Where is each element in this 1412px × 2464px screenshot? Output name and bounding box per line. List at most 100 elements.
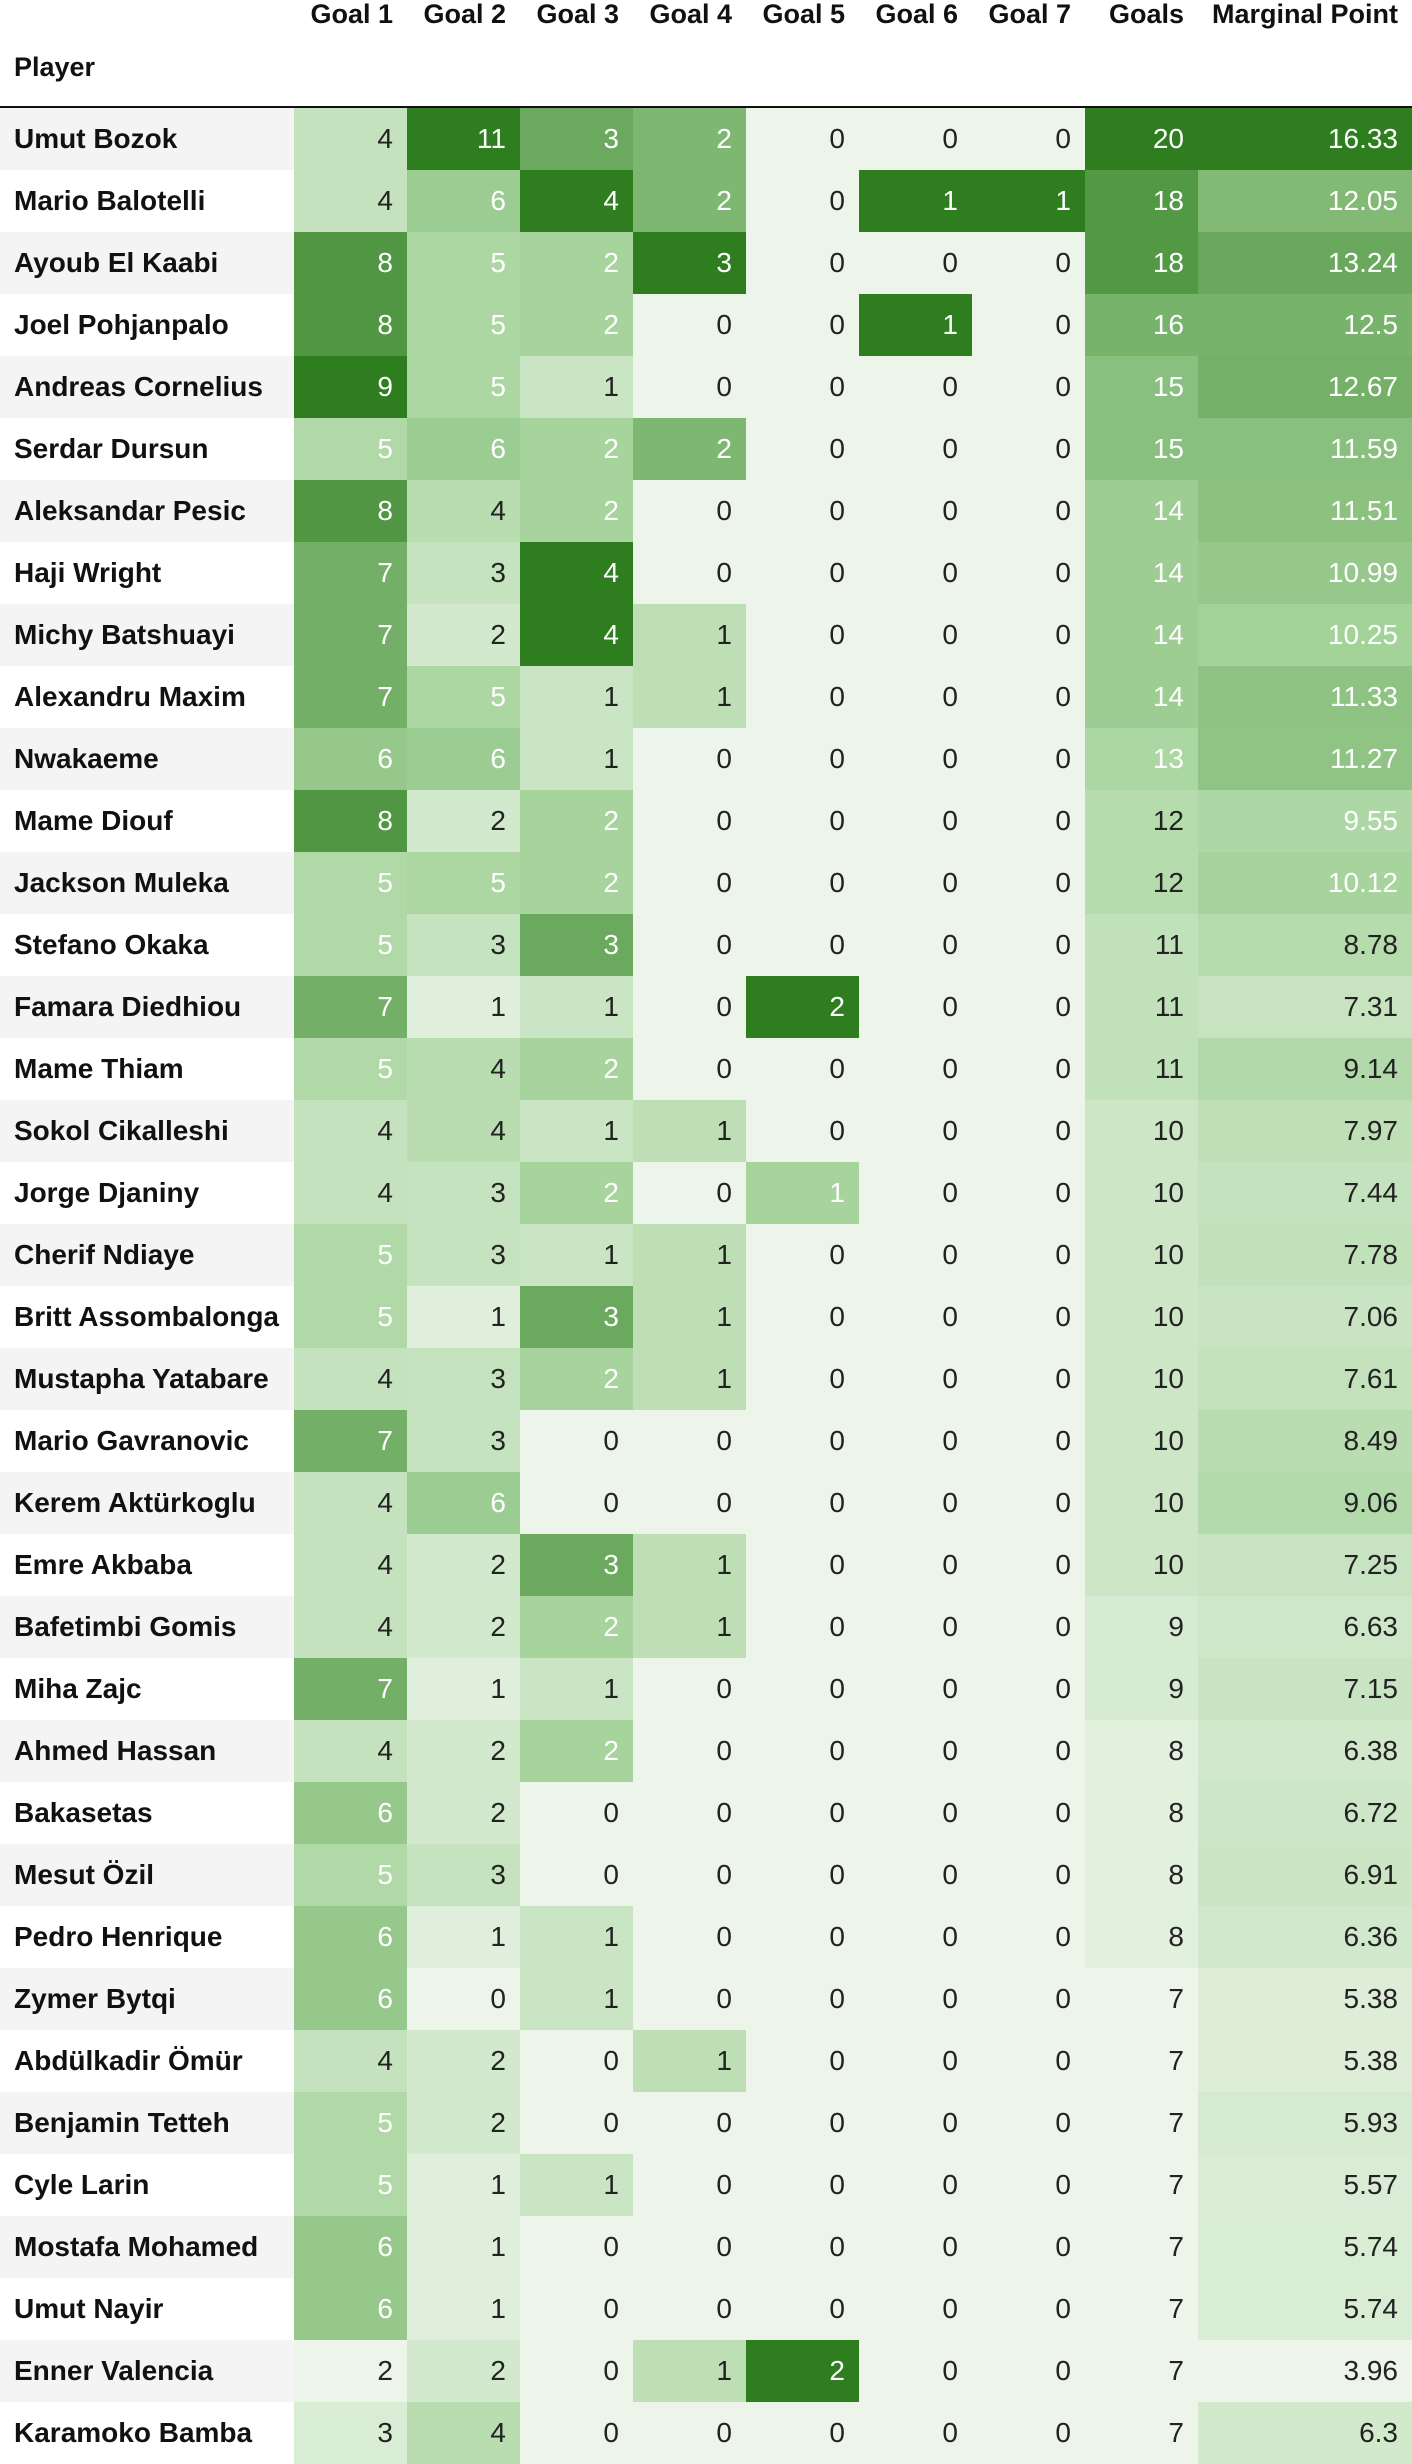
column-header-goal-7: Goal 7 xyxy=(988,0,1071,29)
heat-cell-goal-1: 5 xyxy=(294,418,407,480)
heat-cell-goal-4: 1 xyxy=(633,666,746,728)
heat-cell-goal-5: 0 xyxy=(746,2092,859,2154)
heat-cell-goal-2: 1 xyxy=(407,1906,520,1968)
heat-cell-goal-2: 3 xyxy=(407,914,520,976)
player-name: Zymer Bytqi xyxy=(0,1968,294,2030)
heat-cell-goal-6: 0 xyxy=(859,1844,972,1906)
heat-cell-goal-1: 8 xyxy=(294,480,407,542)
heat-cell-marginal-point: 5.74 xyxy=(1198,2278,1412,2340)
heat-cell-goal-5: 0 xyxy=(746,1286,859,1348)
table-row: Michy Batshuayi 7 2 4 1 0 0 0 14 10.25 xyxy=(0,604,1412,666)
heat-cell-marginal-point: 7.61 xyxy=(1198,1348,1412,1410)
heat-cell-goal-6: 0 xyxy=(859,1038,972,1100)
heat-cell-goal-2: 5 xyxy=(407,232,520,294)
heat-cell-goal-6: 0 xyxy=(859,790,972,852)
heat-cell-goal-3: 4 xyxy=(520,604,633,666)
table-row: Sokol Cikalleshi 4 4 1 1 0 0 0 10 7.97 xyxy=(0,1100,1412,1162)
table-row: Aleksandar Pesic 8 4 2 0 0 0 0 14 11.51 xyxy=(0,480,1412,542)
heat-cell-goal-7: 0 xyxy=(972,666,1085,728)
heat-cell-goal-7: 0 xyxy=(972,1968,1085,2030)
heat-cell-goal-7: 0 xyxy=(972,852,1085,914)
heat-cell-goals: 10 xyxy=(1085,1224,1198,1286)
heat-cell-goal-7: 0 xyxy=(972,2154,1085,2216)
heat-cell-goal-1: 7 xyxy=(294,542,407,604)
heat-cell-goal-5: 0 xyxy=(746,1534,859,1596)
index-header-spacer xyxy=(1198,28,1412,108)
table-row: Zymer Bytqi 6 0 1 0 0 0 0 7 5.38 xyxy=(0,1968,1412,2030)
heat-cell-goal-2: 5 xyxy=(407,294,520,356)
table-body: Umut Bozok 4 11 3 2 0 0 0 20 16.33 Mario Balotelli… xyxy=(0,107,1412,2464)
table-row: Nwakaeme 6 6 1 0 0 0 0 13 11.27 xyxy=(0,728,1412,790)
heat-cell-goals: 11 xyxy=(1085,1038,1198,1100)
heat-cell-goal-3: 2 xyxy=(520,1348,633,1410)
heat-cell-marginal-point: 6.38 xyxy=(1198,1720,1412,1782)
player-name: Alexandru Maxim xyxy=(0,666,294,728)
heat-cell-goal-6: 0 xyxy=(859,1720,972,1782)
heat-cell-goal-5: 0 xyxy=(746,542,859,604)
heat-cell-goal-4: 0 xyxy=(633,294,746,356)
heat-cell-goal-1: 7 xyxy=(294,604,407,666)
table-row: Umut Bozok 4 11 3 2 0 0 0 20 16.33 xyxy=(0,107,1412,170)
heat-cell-goal-1: 5 xyxy=(294,1038,407,1100)
heat-cell-goals: 11 xyxy=(1085,914,1198,976)
table-row: Britt Assombalonga 5 1 3 1 0 0 0 10 7.06 xyxy=(0,1286,1412,1348)
heat-cell-goal-7: 0 xyxy=(972,1038,1085,1100)
index-header-spacer xyxy=(407,28,520,108)
heat-cell-goal-4: 1 xyxy=(633,1534,746,1596)
heat-cell-goal-7: 0 xyxy=(972,1348,1085,1410)
heat-cell-goal-6: 0 xyxy=(859,852,972,914)
player-name: Bakasetas xyxy=(0,1782,294,1844)
heat-cell-goal-7: 0 xyxy=(972,2216,1085,2278)
table-row: Kerem Aktürkoglu 4 6 0 0 0 0 0 10 9.06 xyxy=(0,1472,1412,1534)
heat-cell-goal-5: 0 xyxy=(746,418,859,480)
heat-cell-marginal-point: 11.33 xyxy=(1198,666,1412,728)
player-name: Mustapha Yatabare xyxy=(0,1348,294,1410)
heat-cell-goal-5: 0 xyxy=(746,914,859,976)
heat-cell-goal-1: 5 xyxy=(294,2154,407,2216)
table-row: Pedro Henrique 6 1 1 0 0 0 0 8 6.36 xyxy=(0,1906,1412,1968)
table-row: Miha Zajc 7 1 1 0 0 0 0 9 7.15 xyxy=(0,1658,1412,1720)
heat-cell-goal-6: 0 xyxy=(859,1596,972,1658)
heat-cell-goal-7: 0 xyxy=(972,542,1085,604)
heat-cell-goal-3: 2 xyxy=(520,1162,633,1224)
heat-cell-goal-3: 0 xyxy=(520,2092,633,2154)
player-name: Cherif Ndiaye xyxy=(0,1224,294,1286)
heat-cell-goal-2: 3 xyxy=(407,1224,520,1286)
heat-cell-goal-2: 2 xyxy=(407,604,520,666)
heat-cell-goals: 9 xyxy=(1085,1596,1198,1658)
index-header-spacer xyxy=(633,28,746,108)
heat-cell-goal-4: 0 xyxy=(633,1472,746,1534)
index-header-spacer xyxy=(746,28,859,108)
heat-cell-marginal-point: 6.3 xyxy=(1198,2402,1412,2464)
heat-cell-goal-4: 0 xyxy=(633,1844,746,1906)
heat-cell-goal-3: 2 xyxy=(520,232,633,294)
heat-cell-goal-3: 3 xyxy=(520,1286,633,1348)
heat-cell-goal-4: 0 xyxy=(633,2092,746,2154)
heat-cell-goal-5: 0 xyxy=(746,1906,859,1968)
player-name: Aleksandar Pesic xyxy=(0,480,294,542)
heat-cell-goal-5: 0 xyxy=(746,1596,859,1658)
heat-cell-goal-4: 0 xyxy=(633,2216,746,2278)
player-name: Abdülkadir Ömür xyxy=(0,2030,294,2092)
heat-cell-goal-5: 1 xyxy=(746,1162,859,1224)
heat-cell-goal-1: 7 xyxy=(294,666,407,728)
heat-cell-goal-6: 0 xyxy=(859,232,972,294)
heat-cell-goal-5: 0 xyxy=(746,852,859,914)
heat-cell-goal-3: 2 xyxy=(520,1038,633,1100)
heat-cell-goal-6: 0 xyxy=(859,356,972,418)
heat-cell-marginal-point: 9.55 xyxy=(1198,790,1412,852)
heat-cell-goal-1: 6 xyxy=(294,1968,407,2030)
heat-cell-goal-4: 0 xyxy=(633,1782,746,1844)
table-row: Bafetimbi Gomis 4 2 2 1 0 0 0 9 6.63 xyxy=(0,1596,1412,1658)
player-name: Serdar Dursun xyxy=(0,418,294,480)
heat-cell-goal-1: 3 xyxy=(294,2402,407,2464)
player-name: Umut Nayir xyxy=(0,2278,294,2340)
heat-cell-goal-7: 1 xyxy=(972,170,1085,232)
heat-cell-goals: 7 xyxy=(1085,2278,1198,2340)
table-row: Enner Valencia 2 2 0 1 2 0 0 7 3.96 xyxy=(0,2340,1412,2402)
heat-cell-goal-6: 0 xyxy=(859,1410,972,1472)
heat-cell-goal-4: 0 xyxy=(633,852,746,914)
player-name: Mame Thiam xyxy=(0,1038,294,1100)
heat-cell-goal-4: 0 xyxy=(633,1410,746,1472)
heat-cell-goal-6: 0 xyxy=(859,666,972,728)
